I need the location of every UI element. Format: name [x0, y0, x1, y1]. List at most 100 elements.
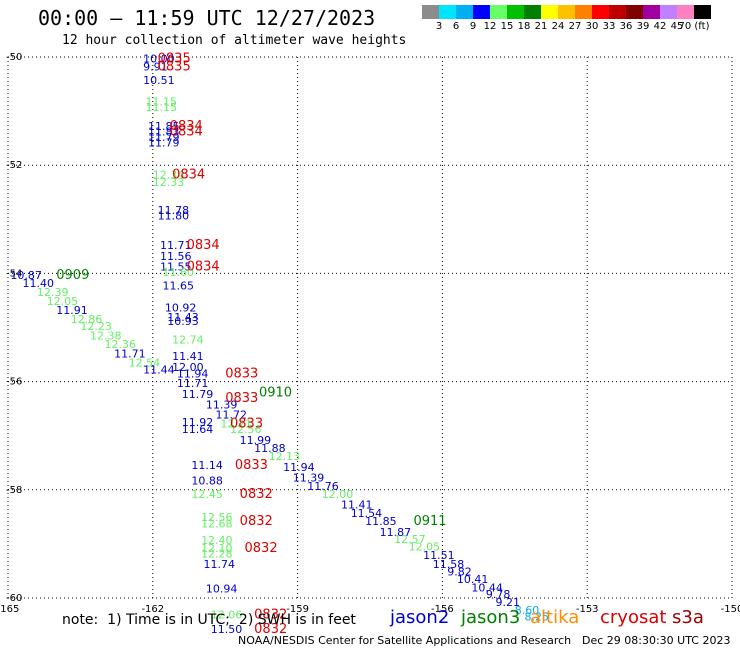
legend-swatch: [626, 5, 643, 19]
legend-swatch: [558, 5, 575, 19]
wave-height-label: 11.79: [148, 136, 180, 149]
wave-height-label: 12.86: [71, 313, 103, 326]
y-tick-label: -58: [6, 485, 22, 496]
wave-height-label: 11.72: [216, 408, 248, 421]
pass-time-label: 0834: [172, 168, 205, 183]
pass-time-label: 0833: [225, 391, 258, 406]
pass-time-label: 0834: [170, 124, 203, 139]
wave-height-label: 11.15: [146, 101, 178, 114]
legend-swatch: [694, 5, 711, 19]
legend-label: 42: [653, 21, 667, 32]
legend-swatch: [490, 5, 507, 19]
wave-height-label: 11.39: [293, 472, 325, 485]
satellite-label-jason2: jason2: [390, 607, 450, 628]
chart-title: 00:00 – 11:59 UTC 12/27/2023: [38, 6, 376, 30]
y-tick-label: -60: [6, 593, 22, 604]
wave-height-label: 11.88: [254, 442, 286, 455]
wave-height-label: 12.36: [105, 338, 136, 351]
wave-height-label: 11.51: [423, 549, 455, 562]
legend-swatch: [507, 5, 524, 19]
x-tick-label: -153: [576, 604, 599, 615]
wave-height-label: 11.92: [182, 416, 214, 429]
wave-height-label: 11.41: [341, 499, 373, 512]
wave-height-label: 12.45: [191, 488, 223, 501]
legend-swatch: [422, 5, 439, 19]
legend-swatch: [439, 5, 456, 19]
legend-swatch: [541, 5, 558, 19]
wave-height-label: 11.94: [283, 461, 315, 474]
pass-time-label: 0833: [225, 366, 258, 381]
legend-label: 3: [435, 21, 443, 32]
wave-height-label: 11.55: [160, 261, 192, 274]
wave-height-label: 10.88: [191, 474, 223, 487]
wave-height-label: 9.82: [447, 565, 472, 578]
wave-height-label: 12.05: [409, 540, 441, 553]
wave-height-label: 11.83: [148, 125, 180, 138]
wave-height-label: 12.05: [47, 295, 79, 308]
wave-height-label: 12.74: [172, 334, 204, 347]
wave-height-label: 10.41: [457, 573, 489, 586]
wave-height-label: 11.54: [351, 507, 383, 520]
pass-time-label: 0833: [235, 458, 268, 473]
wave-height-label: 11.44: [143, 363, 175, 376]
footnote: note: 1) Time is in UTC; 2) SWH is in fe…: [62, 612, 356, 628]
legend-label: 36: [619, 21, 633, 32]
wave-height-label: 11.50: [211, 623, 243, 636]
legend-swatch: [592, 5, 609, 19]
pass-time-label: 0835: [158, 51, 191, 66]
wave-height-label: 12.39: [37, 286, 69, 299]
wave-height-label: 11.87: [380, 526, 412, 539]
wave-height-label: 11.71: [114, 347, 146, 360]
wave-height-label: 11.94: [177, 367, 209, 380]
wave-height-label: 11.78: [158, 204, 190, 217]
legend-swatch: [473, 5, 490, 19]
wave-height-label: 11.85: [365, 515, 397, 528]
y-tick-label: -52: [6, 160, 22, 171]
wave-height-label: 10.87: [10, 269, 42, 282]
wave-height-label: 10.44: [471, 582, 503, 595]
wave-height-label: 11.91: [56, 304, 87, 317]
chart-subtitle: 12 hour collection of altimeter wave hei…: [62, 33, 407, 48]
wave-height-label: 11.39: [206, 399, 238, 412]
legend-label: 33: [602, 21, 616, 32]
wave-height-label: 9.21: [495, 596, 520, 609]
pass-time-label: 0834: [170, 119, 203, 134]
pass-time-label: 0833: [230, 417, 263, 432]
legend-label: 6: [452, 21, 460, 32]
legend-label: 15: [500, 21, 514, 32]
legend-label: 24: [551, 21, 565, 32]
wave-height-label: 11.79: [182, 388, 214, 401]
wave-height-label: 12.10: [201, 542, 233, 555]
wave-height-label: 11.80: [158, 209, 190, 222]
wave-height-label: 11.15: [146, 96, 178, 109]
pass-time-label: 0832: [240, 487, 273, 502]
x-tick-label: -150: [721, 604, 740, 615]
wave-height-label: 10.93: [167, 315, 199, 328]
wave-height-label: 12.56: [230, 423, 262, 436]
wave-height-label: 8.25: [524, 611, 549, 624]
wave-height-label: 10.00: [143, 52, 175, 65]
legend-swatch: [609, 5, 626, 19]
x-tick-label: -162: [141, 604, 164, 615]
legend-label: 30: [585, 21, 599, 32]
legend-label: 70 (ft): [678, 21, 710, 32]
wave-height-label: 11.40: [22, 277, 54, 290]
pass-time-label: 0834: [187, 260, 220, 275]
wave-height-label: 11.58: [433, 558, 465, 571]
x-tick-label: -159: [286, 604, 309, 615]
x-tick-label: -156: [431, 604, 454, 615]
satellite-label-s3a: s3a: [672, 607, 704, 628]
wave-height-label: 11.76: [307, 480, 339, 493]
wave-height-label: 12.57: [394, 533, 426, 546]
wave-height-label: 11.71: [160, 239, 192, 252]
wave-height-label: 12.34: [153, 169, 185, 182]
wave-height-label: 11.64: [182, 423, 214, 436]
y-tick-label: -56: [6, 377, 22, 388]
wave-height-label: 10.92: [165, 301, 197, 314]
wave-height-label: 12.38: [90, 329, 122, 342]
wave-height-label: 12.56: [201, 511, 233, 524]
legend-swatch: [660, 5, 677, 19]
legend-label: 39: [636, 21, 650, 32]
wave-height-label: 12.23: [80, 320, 112, 333]
credit-line: NOAA/NESDIS Center for Satellite Applica…: [238, 634, 572, 647]
